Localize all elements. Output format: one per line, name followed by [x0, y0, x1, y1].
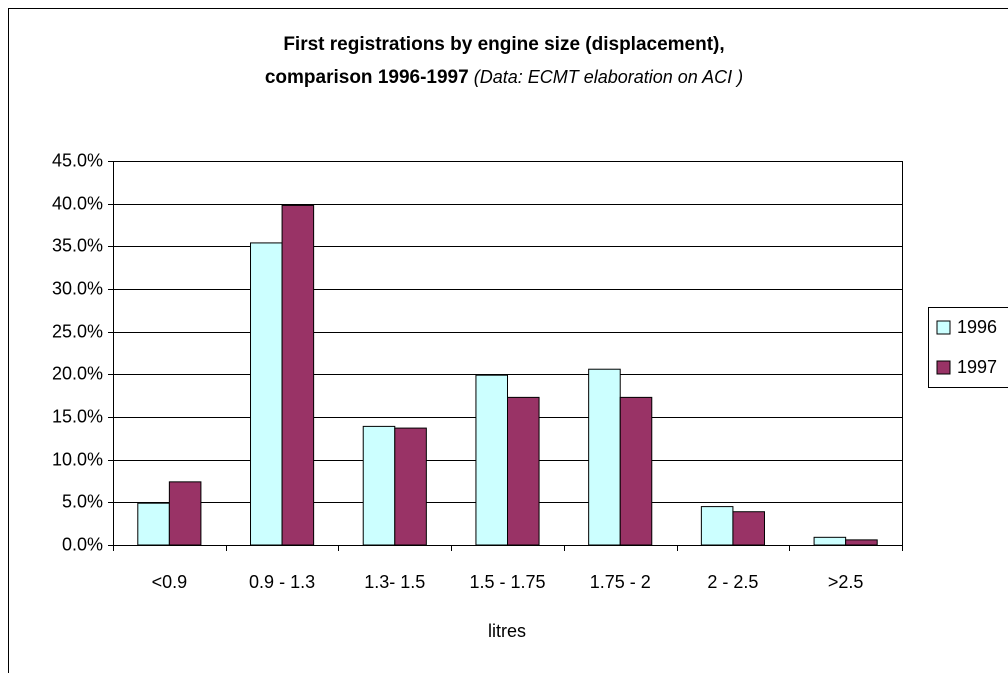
x-tick-label: 2 - 2.5 — [707, 572, 758, 592]
bar — [475, 374, 509, 546]
y-tick-label: 35.0% — [52, 235, 103, 255]
x-tick-label: 1.3- 1.5 — [364, 572, 425, 592]
y-tick-label: 10.0% — [52, 449, 103, 469]
x-tick-label: 1.5 - 1.75 — [469, 572, 545, 592]
x-tick-label: 1.75 - 2 — [590, 572, 651, 592]
y-tick-label: 20.0% — [52, 363, 103, 383]
legend-swatch — [936, 360, 951, 375]
chart-title: comparison 1996-1997 — [265, 67, 469, 88]
y-tick-label: 40.0% — [52, 193, 103, 213]
chart-source: (Data: ECMT elaboration on ACI ) — [474, 67, 743, 87]
bar — [588, 368, 621, 546]
chart-title: First registrations by engine size (disp… — [283, 34, 724, 55]
y-tick-label: 25.0% — [52, 321, 103, 341]
y-tick-label: 45.0% — [52, 150, 103, 170]
bar — [732, 511, 765, 546]
bar — [619, 396, 653, 546]
bar — [137, 502, 170, 546]
bar — [250, 242, 283, 546]
bar — [168, 481, 202, 546]
bar — [700, 506, 734, 546]
legend-label: 1996 — [957, 317, 997, 337]
x-tick-label: 0.9 - 1.3 — [249, 572, 315, 592]
y-tick-label: 0.0% — [62, 534, 103, 554]
bar — [507, 396, 540, 546]
x-tick-label: >2.5 — [828, 572, 864, 592]
legend-label: 1997 — [957, 357, 997, 377]
y-tick-label: 30.0% — [52, 278, 103, 298]
bar — [281, 204, 315, 546]
legend-swatch — [936, 320, 951, 335]
bar — [813, 536, 847, 546]
y-tick-label: 5.0% — [62, 491, 103, 511]
bar — [362, 425, 396, 546]
x-tick-label: <0.9 — [152, 572, 188, 592]
bar — [845, 539, 878, 546]
x-axis-label: litres — [488, 621, 526, 641]
y-tick-label: 15.0% — [52, 406, 103, 426]
chart-title-line: comparison 1996-1997 (Data: ECMT elabora… — [265, 67, 743, 88]
bar — [394, 427, 427, 546]
